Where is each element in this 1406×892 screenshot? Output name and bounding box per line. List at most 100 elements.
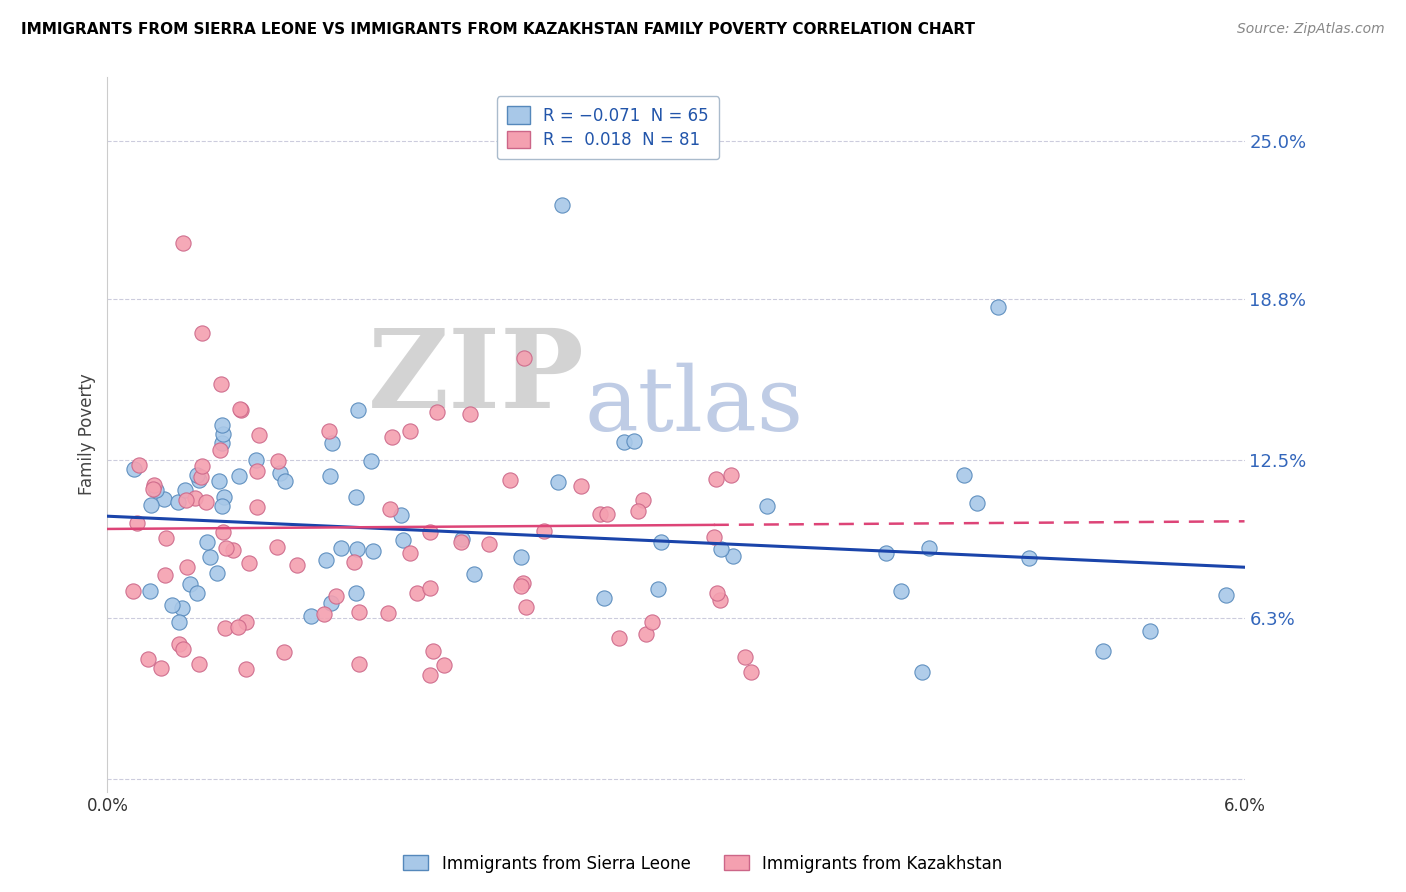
Point bbox=[704, 473, 727, 487]
Point bbox=[136, 652, 159, 666]
Point bbox=[200, 549, 222, 564]
Point bbox=[631, 493, 654, 508]
Point bbox=[623, 434, 645, 448]
Point bbox=[703, 530, 725, 544]
Point bbox=[121, 583, 143, 598]
Point bbox=[613, 435, 636, 450]
Point bbox=[269, 466, 291, 480]
Point bbox=[513, 351, 536, 365]
Point bbox=[515, 600, 537, 615]
Point bbox=[451, 533, 474, 547]
Point bbox=[419, 668, 441, 682]
Point bbox=[167, 615, 190, 630]
Point bbox=[235, 615, 257, 629]
Point bbox=[315, 553, 337, 567]
Point bbox=[1091, 644, 1114, 658]
Point bbox=[1139, 624, 1161, 638]
Point bbox=[344, 490, 367, 504]
Point bbox=[167, 495, 190, 509]
Point bbox=[551, 198, 574, 212]
Point bbox=[172, 600, 194, 615]
Point bbox=[347, 605, 370, 619]
Point bbox=[195, 495, 218, 509]
Point bbox=[377, 606, 399, 620]
Point bbox=[510, 579, 533, 593]
Point bbox=[229, 402, 252, 417]
Point bbox=[231, 403, 253, 417]
Legend: R = −0.071  N = 65, R =  0.018  N = 81: R = −0.071 N = 65, R = 0.018 N = 81 bbox=[496, 96, 718, 160]
Point bbox=[215, 541, 238, 555]
Point bbox=[433, 658, 456, 673]
Point bbox=[139, 498, 162, 512]
Point bbox=[596, 507, 619, 521]
Point bbox=[911, 665, 934, 679]
Point bbox=[360, 453, 382, 467]
Point bbox=[191, 458, 214, 473]
Point bbox=[205, 566, 228, 580]
Point bbox=[245, 453, 267, 467]
Point bbox=[212, 426, 235, 441]
Point bbox=[419, 581, 441, 595]
Point bbox=[128, 458, 150, 472]
Point bbox=[155, 531, 177, 545]
Point bbox=[399, 546, 422, 560]
Point bbox=[627, 504, 650, 518]
Point bbox=[122, 462, 145, 476]
Point bbox=[153, 491, 176, 506]
Point bbox=[458, 407, 481, 421]
Point bbox=[173, 483, 195, 497]
Point bbox=[426, 405, 449, 419]
Point bbox=[378, 502, 401, 516]
Point bbox=[391, 533, 413, 547]
Point bbox=[186, 468, 208, 483]
Point bbox=[346, 541, 368, 556]
Point bbox=[211, 418, 233, 433]
Point bbox=[176, 559, 198, 574]
Point bbox=[450, 535, 472, 549]
Text: atlas: atlas bbox=[585, 362, 804, 450]
Point bbox=[319, 469, 342, 483]
Point bbox=[650, 535, 672, 549]
Y-axis label: Family Poverty: Family Poverty bbox=[79, 374, 96, 495]
Point bbox=[477, 537, 499, 551]
Point bbox=[172, 236, 194, 251]
Point bbox=[547, 475, 569, 490]
Point bbox=[361, 544, 384, 558]
Point bbox=[918, 541, 941, 555]
Point bbox=[246, 464, 269, 478]
Point bbox=[318, 425, 340, 439]
Point bbox=[212, 490, 235, 504]
Point bbox=[710, 542, 733, 557]
Point bbox=[380, 430, 402, 444]
Point bbox=[267, 453, 290, 467]
Point bbox=[212, 524, 235, 539]
Point bbox=[145, 483, 167, 498]
Point bbox=[238, 556, 260, 570]
Point bbox=[228, 468, 250, 483]
Point bbox=[209, 443, 232, 458]
Point bbox=[709, 593, 731, 607]
Point bbox=[197, 534, 219, 549]
Point bbox=[509, 550, 531, 565]
Point bbox=[512, 575, 534, 590]
Point bbox=[589, 507, 612, 521]
Point bbox=[641, 615, 664, 630]
Point bbox=[222, 543, 245, 558]
Point bbox=[875, 546, 897, 560]
Point bbox=[226, 620, 249, 634]
Point bbox=[347, 657, 370, 672]
Point bbox=[953, 467, 976, 482]
Point bbox=[325, 589, 347, 603]
Point bbox=[1215, 588, 1237, 602]
Point bbox=[330, 541, 353, 556]
Point bbox=[273, 645, 295, 659]
Point bbox=[966, 496, 988, 510]
Point bbox=[734, 650, 756, 665]
Point bbox=[463, 566, 485, 581]
Point bbox=[174, 492, 197, 507]
Point bbox=[142, 483, 165, 497]
Point bbox=[499, 474, 522, 488]
Point bbox=[190, 470, 212, 484]
Text: Source: ZipAtlas.com: Source: ZipAtlas.com bbox=[1237, 22, 1385, 37]
Point bbox=[721, 549, 744, 563]
